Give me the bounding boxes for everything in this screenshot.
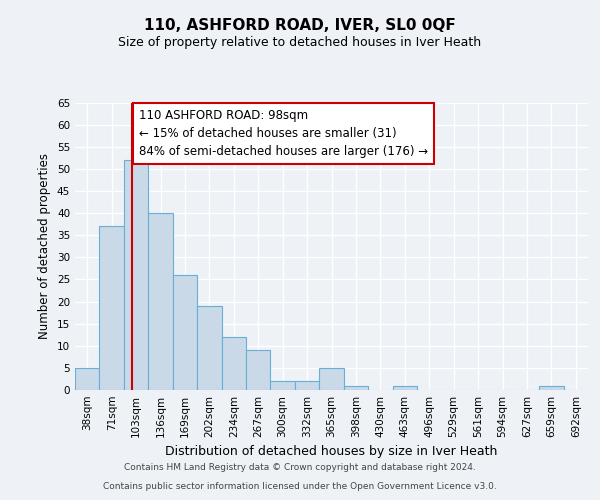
Text: 110 ASHFORD ROAD: 98sqm
← 15% of detached houses are smaller (31)
84% of semi-de: 110 ASHFORD ROAD: 98sqm ← 15% of detache… [139,109,428,158]
Bar [100,226,124,390]
Bar [539,386,563,390]
Bar [124,160,148,390]
Text: 110, ASHFORD ROAD, IVER, SL0 0QF: 110, ASHFORD ROAD, IVER, SL0 0QF [144,18,456,32]
Bar [319,368,344,390]
Bar [246,350,271,390]
Bar [295,381,319,390]
Text: Contains public sector information licensed under the Open Government Licence v3: Contains public sector information licen… [103,482,497,491]
Bar [75,368,100,390]
Bar [271,381,295,390]
Bar [392,386,417,390]
Text: Contains HM Land Registry data © Crown copyright and database right 2024.: Contains HM Land Registry data © Crown c… [124,464,476,472]
Bar [344,386,368,390]
Bar [173,275,197,390]
X-axis label: Distribution of detached houses by size in Iver Heath: Distribution of detached houses by size … [166,446,497,458]
Bar [221,337,246,390]
Text: Size of property relative to detached houses in Iver Heath: Size of property relative to detached ho… [118,36,482,49]
Bar [148,213,173,390]
Y-axis label: Number of detached properties: Number of detached properties [38,153,52,340]
Bar [197,306,221,390]
